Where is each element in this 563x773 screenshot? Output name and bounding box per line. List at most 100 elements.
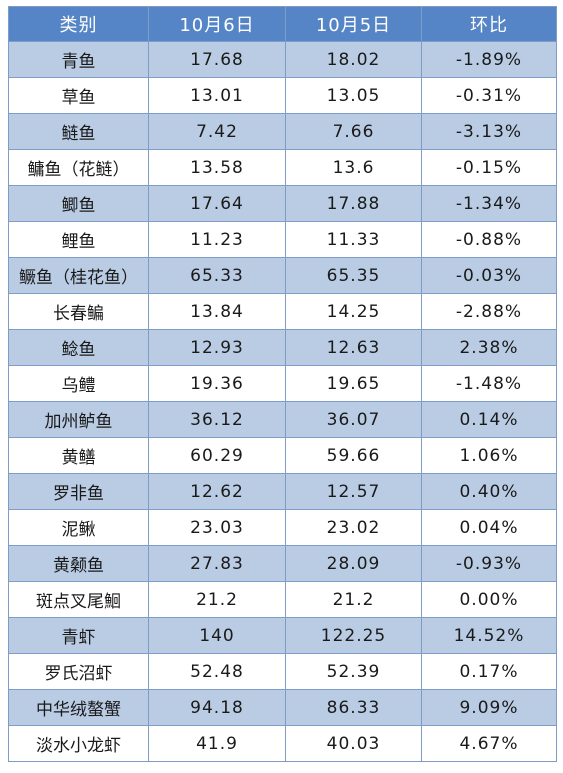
price-table-container: 类别 10月6日 10月5日 环比 青鱼 17.68 18.02 -1.89% 草鱼 13… [8, 6, 557, 762]
cell-change: 0.00% [421, 581, 557, 618]
cell-change: 0.40% [421, 473, 557, 510]
cell-oct6-price: 65.33 [148, 257, 286, 294]
cell-change: 9.09% [421, 689, 557, 726]
cell-change: 1.06% [421, 437, 557, 474]
table-row: 淡水小龙虾 41.9 40.03 4.67% [8, 725, 557, 762]
table-row: 鲢鱼 7.42 7.66 -3.13% [8, 113, 557, 150]
cell-oct6-price: 13.01 [148, 77, 286, 114]
cell-oct6-price: 13.84 [148, 293, 286, 330]
column-header-category: 类别 [8, 6, 149, 42]
cell-oct6-price: 41.9 [148, 725, 286, 762]
cell-oct6-price: 12.93 [148, 329, 286, 366]
cell-category: 斑点叉尾鮰 [8, 581, 149, 618]
cell-category: 草鱼 [8, 77, 149, 114]
column-header-change: 环比 [421, 6, 557, 42]
cell-oct5-price: 40.03 [285, 725, 422, 762]
cell-oct5-price: 21.2 [285, 581, 422, 618]
table-row: 黄颡鱼 27.83 28.09 -0.93% [8, 545, 557, 582]
cell-change: 2.38% [421, 329, 557, 366]
cell-oct5-price: 23.02 [285, 509, 422, 546]
cell-change: -0.93% [421, 545, 557, 582]
cell-oct5-price: 12.57 [285, 473, 422, 510]
cell-category: 青虾 [8, 617, 149, 654]
cell-oct6-price: 17.68 [148, 41, 286, 78]
cell-category: 淡水小龙虾 [8, 725, 149, 762]
cell-change: 4.67% [421, 725, 557, 762]
cell-category: 黄鳝 [8, 437, 149, 474]
cell-oct6-price: 52.48 [148, 653, 286, 690]
table-row: 罗非鱼 12.62 12.57 0.40% [8, 473, 557, 510]
cell-oct5-price: 17.88 [285, 185, 422, 222]
cell-category: 鲢鱼 [8, 113, 149, 150]
cell-category: 青鱼 [8, 41, 149, 78]
cell-change: 0.14% [421, 401, 557, 438]
table-row: 鲶鱼 12.93 12.63 2.38% [8, 329, 557, 366]
cell-category: 长春鳊 [8, 293, 149, 330]
cell-change: -2.88% [421, 293, 557, 330]
cell-category: 泥鳅 [8, 509, 149, 546]
table-row: 黄鳝 60.29 59.66 1.06% [8, 437, 557, 474]
cell-oct5-price: 28.09 [285, 545, 422, 582]
cell-oct6-price: 7.42 [148, 113, 286, 150]
table-row: 中华绒螯蟹 94.18 86.33 9.09% [8, 689, 557, 726]
cell-change: -0.15% [421, 149, 557, 186]
cell-oct5-price: 86.33 [285, 689, 422, 726]
column-header-oct6: 10月6日 [148, 6, 286, 42]
table-header-row: 类别 10月6日 10月5日 环比 [8, 6, 557, 42]
cell-change: -0.03% [421, 257, 557, 294]
cell-category: 鳜鱼（桂花鱼） [8, 257, 149, 294]
cell-change: 0.04% [421, 509, 557, 546]
cell-oct6-price: 140 [148, 617, 286, 654]
table-row: 乌鳢 19.36 19.65 -1.48% [8, 365, 557, 402]
cell-change: -1.34% [421, 185, 557, 222]
cell-oct6-price: 21.2 [148, 581, 286, 618]
table-row: 鲤鱼 11.23 11.33 -0.88% [8, 221, 557, 258]
cell-oct5-price: 122.25 [285, 617, 422, 654]
cell-category: 罗非鱼 [8, 473, 149, 510]
cell-oct5-price: 13.05 [285, 77, 422, 114]
cell-oct5-price: 65.35 [285, 257, 422, 294]
cell-oct5-price: 13.6 [285, 149, 422, 186]
cell-oct6-price: 13.58 [148, 149, 286, 186]
table-row: 青虾 140 122.25 14.52% [8, 617, 557, 654]
cell-oct5-price: 12.63 [285, 329, 422, 366]
cell-category: 鲶鱼 [8, 329, 149, 366]
table-row: 鳜鱼（桂花鱼） 65.33 65.35 -0.03% [8, 257, 557, 294]
cell-change: -3.13% [421, 113, 557, 150]
column-header-oct5: 10月5日 [285, 6, 422, 42]
price-table: 类别 10月6日 10月5日 环比 青鱼 17.68 18.02 -1.89% 草鱼 13… [8, 6, 557, 762]
table-row: 青鱼 17.68 18.02 -1.89% [8, 41, 557, 78]
cell-oct5-price: 11.33 [285, 221, 422, 258]
cell-change: -0.88% [421, 221, 557, 258]
table-row: 草鱼 13.01 13.05 -0.31% [8, 77, 557, 114]
cell-category: 加州鲈鱼 [8, 401, 149, 438]
cell-change: 0.17% [421, 653, 557, 690]
cell-oct5-price: 36.07 [285, 401, 422, 438]
cell-change: -0.31% [421, 77, 557, 114]
cell-category: 鲫鱼 [8, 185, 149, 222]
cell-category: 乌鳢 [8, 365, 149, 402]
table-row: 鲫鱼 17.64 17.88 -1.34% [8, 185, 557, 222]
table-row: 长春鳊 13.84 14.25 -2.88% [8, 293, 557, 330]
cell-change: -1.89% [421, 41, 557, 78]
table-row: 加州鲈鱼 36.12 36.07 0.14% [8, 401, 557, 438]
cell-change: -1.48% [421, 365, 557, 402]
table-row: 罗氏沼虾 52.48 52.39 0.17% [8, 653, 557, 690]
cell-category: 黄颡鱼 [8, 545, 149, 582]
table-body: 青鱼 17.68 18.02 -1.89% 草鱼 13.01 13.05 -0.31% 鲢鱼 7.… [8, 41, 557, 762]
cell-change: 14.52% [421, 617, 557, 654]
table-row: 泥鳅 23.03 23.02 0.04% [8, 509, 557, 546]
cell-oct5-price: 52.39 [285, 653, 422, 690]
table-row: 斑点叉尾鮰 21.2 21.2 0.00% [8, 581, 557, 618]
cell-oct5-price: 19.65 [285, 365, 422, 402]
cell-oct5-price: 59.66 [285, 437, 422, 474]
cell-category: 罗氏沼虾 [8, 653, 149, 690]
cell-category: 鳙鱼（花鲢） [8, 149, 149, 186]
cell-oct6-price: 17.64 [148, 185, 286, 222]
cell-oct6-price: 60.29 [148, 437, 286, 474]
cell-oct6-price: 23.03 [148, 509, 286, 546]
cell-oct6-price: 12.62 [148, 473, 286, 510]
cell-oct6-price: 19.36 [148, 365, 286, 402]
cell-category: 中华绒螯蟹 [8, 689, 149, 726]
cell-oct6-price: 94.18 [148, 689, 286, 726]
